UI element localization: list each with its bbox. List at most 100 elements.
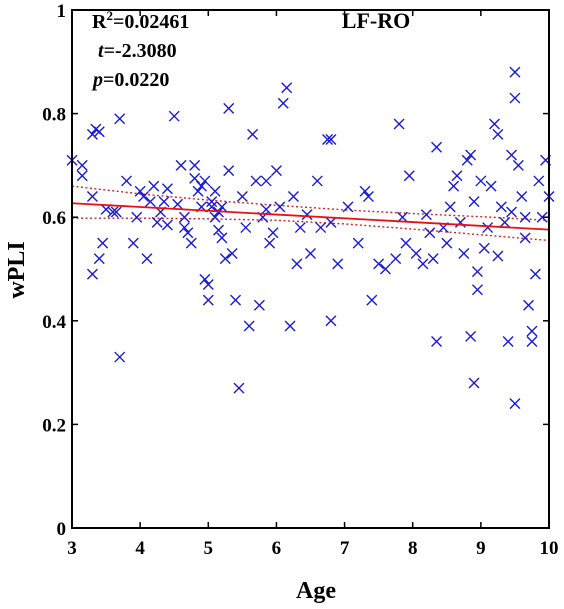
- data-point: [519, 232, 531, 244]
- data-point: [76, 159, 88, 171]
- y-tick-label: 1: [57, 1, 67, 22]
- data-point: [185, 237, 197, 249]
- data-point: [431, 336, 443, 348]
- data-point: [492, 250, 504, 262]
- data-point: [121, 175, 133, 187]
- data-point: [226, 247, 238, 259]
- data-point: [325, 315, 337, 327]
- data-point: [403, 170, 415, 182]
- data-point: [134, 185, 146, 197]
- data-point: [325, 134, 337, 145]
- data-point: [161, 219, 173, 231]
- data-point: [305, 247, 316, 259]
- data-point: [431, 141, 443, 153]
- p-stat: p=0.0220: [91, 69, 169, 91]
- data-point: [516, 190, 528, 202]
- x-tick-label: 3: [67, 538, 77, 559]
- x-tick-label: 9: [476, 538, 486, 559]
- data-point: [281, 82, 293, 94]
- data-point: [253, 299, 265, 311]
- data-point: [536, 211, 548, 223]
- data-point: [485, 180, 497, 192]
- data-point: [138, 190, 150, 202]
- data-point: [189, 159, 201, 171]
- data-point: [332, 258, 344, 270]
- data-point: [379, 263, 391, 275]
- data-point: [178, 222, 190, 234]
- data-point: [533, 175, 545, 187]
- data-point: [223, 165, 235, 177]
- data-point: [444, 201, 456, 213]
- data-point: [499, 216, 511, 228]
- data-point: [526, 336, 538, 348]
- data-point: [168, 110, 180, 122]
- data-point: [495, 201, 507, 213]
- ci-lower-curve: [72, 217, 550, 242]
- data-point: [277, 97, 289, 109]
- data-point: [199, 273, 211, 285]
- data-point: [458, 247, 470, 259]
- data-point: [529, 268, 541, 280]
- data-point: [509, 92, 521, 104]
- data-point: [471, 284, 483, 296]
- data-point: [492, 128, 504, 140]
- data-point: [475, 175, 487, 187]
- data-point: [216, 232, 228, 244]
- t-stat: t=-2.3080: [98, 40, 177, 62]
- data-point: [465, 330, 477, 342]
- data-point: [189, 172, 201, 184]
- data-point: [260, 203, 272, 215]
- data-point: [390, 253, 402, 265]
- r-squared-stat: R2=0.02461: [92, 8, 189, 33]
- data-point: [488, 118, 500, 130]
- data-point: [526, 325, 538, 337]
- data-point: [424, 227, 436, 239]
- data-point: [468, 377, 480, 389]
- data-point: [366, 294, 378, 306]
- data-point: [267, 227, 279, 239]
- t-value: =-2.3080: [104, 40, 177, 62]
- data-point: [448, 180, 460, 192]
- data-point: [86, 190, 98, 202]
- x-tick-label: 6: [272, 538, 282, 559]
- data-point: [206, 196, 218, 208]
- data-point: [325, 216, 337, 228]
- data-point: [311, 175, 323, 187]
- p-value: =0.0220: [103, 69, 169, 91]
- data-point: [322, 134, 334, 145]
- tick-labels: 3 4 5 6 7 8 9 10 0 0.2 0.4 0.6 0.8 1: [42, 1, 558, 559]
- data-point: [86, 268, 98, 280]
- data-point: [233, 382, 245, 394]
- data-point: [86, 128, 98, 140]
- data-point: [209, 211, 221, 223]
- fit-line: [71, 202, 550, 231]
- axes: [71, 9, 550, 529]
- data-point: [223, 102, 235, 114]
- y-tick-label: 0.6: [42, 208, 66, 229]
- data-point: [127, 237, 139, 249]
- y-tick-label: 0.2: [42, 415, 66, 436]
- data-point: [230, 294, 242, 306]
- data-point: [76, 170, 88, 182]
- data-point: [441, 237, 453, 249]
- data-point: [202, 279, 214, 291]
- r-squared-value: =0.02461: [113, 11, 189, 33]
- data-point: [420, 209, 432, 221]
- data-point: [359, 185, 371, 197]
- data-point: [247, 128, 259, 140]
- data-point: [451, 170, 463, 182]
- x-tick-label: 5: [204, 538, 214, 559]
- data-point: [270, 165, 282, 177]
- data-point: [199, 175, 211, 187]
- data-point: [274, 201, 286, 213]
- data-point: [148, 180, 160, 192]
- data-point: [161, 183, 173, 195]
- data-point: [131, 211, 143, 223]
- data-point: [478, 242, 490, 254]
- data-point: [192, 185, 204, 197]
- data-point: [236, 190, 248, 202]
- data-point: [301, 209, 313, 221]
- x-tick-label: 7: [340, 538, 350, 559]
- data-point: [172, 198, 184, 210]
- data-point: [417, 258, 429, 270]
